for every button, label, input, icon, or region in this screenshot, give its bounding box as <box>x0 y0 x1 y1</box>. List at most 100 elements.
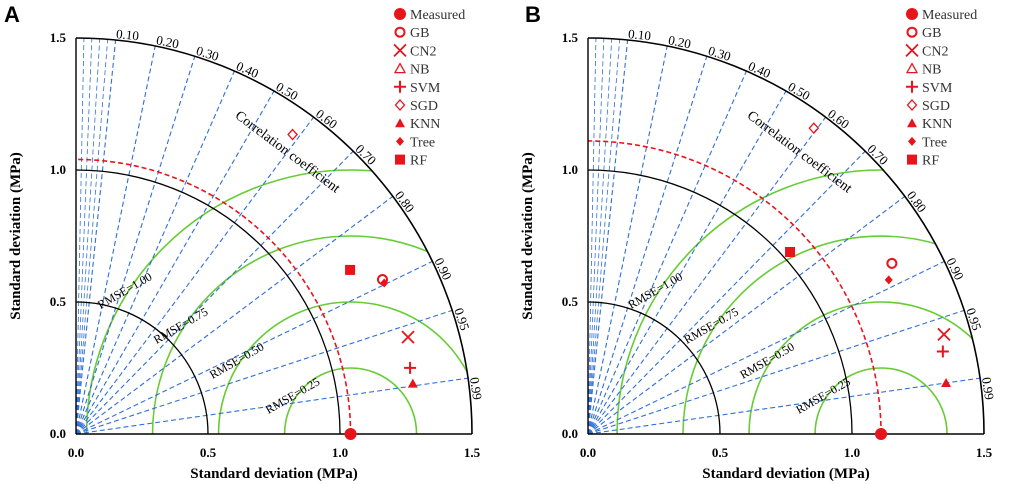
legend-label-gb: GB <box>922 26 941 41</box>
correlation-tick-label: 0.10 <box>116 26 140 43</box>
legend-label-measured: Measured <box>410 8 465 23</box>
x-tick-label: 0.5 <box>200 445 217 460</box>
model-points <box>287 128 418 440</box>
correlation-tick-label: 0.60 <box>313 106 340 132</box>
legend-marker-sgd <box>906 99 918 111</box>
rmse-arc-3 <box>151 235 472 434</box>
correlation-tick-label: 0.50 <box>274 79 301 103</box>
correlation-ray <box>75 70 235 435</box>
legend-marker-svm <box>394 80 406 93</box>
point-tree <box>884 275 893 285</box>
y-tick-label: 0.0 <box>50 426 66 441</box>
correlation-ray <box>75 45 156 435</box>
rmse-label: RMSE=0.50 <box>207 339 266 381</box>
legend-label-cn2: CN2 <box>410 44 436 59</box>
panel-label-a: A <box>4 2 20 27</box>
y-tick-label: 0.5 <box>562 294 579 309</box>
correlation-tick-label: 0.99 <box>467 376 485 401</box>
rmse-label: RMSE=1.00 <box>625 269 684 311</box>
point-svm <box>404 361 417 374</box>
reference-std-arc <box>75 158 352 435</box>
rmse-arc-1 <box>283 367 418 434</box>
legend-label-tree: Tree <box>922 135 947 150</box>
legend-label-rf: RF <box>922 154 939 169</box>
correlation-tick-label: 0.95 <box>451 306 472 332</box>
legend-marker-knn <box>907 118 917 128</box>
correlation-tick-label: 0.20 <box>667 32 692 51</box>
legend-marker-gb <box>394 26 406 38</box>
correlation-tick-label: 0.99 <box>979 376 997 401</box>
correlation-tick-label: 0.80 <box>392 188 418 215</box>
correlation-ray <box>587 150 866 435</box>
correlation-tick-label: 0.60 <box>825 106 852 132</box>
x-tick-label: 1.5 <box>976 445 993 460</box>
legend-marker-cn2 <box>905 43 919 58</box>
correlation-ray <box>75 90 275 435</box>
correlation-tick-label: 0.95 <box>963 306 984 332</box>
correlation-ray <box>587 309 965 435</box>
legend-marker-measured <box>906 8 918 20</box>
x-tick-label: 1.5 <box>464 445 481 460</box>
correlation-ray <box>587 70 747 435</box>
reference-std-arc <box>587 140 882 435</box>
legend-label-sgd: SGD <box>410 99 438 114</box>
y-tick-label: 1.5 <box>50 30 67 45</box>
std-arc-0-5 <box>75 301 209 435</box>
y-tick-label: 0.5 <box>50 294 67 309</box>
legend-marker-knn <box>395 118 405 128</box>
rmse-arc-4 <box>85 169 472 434</box>
correlation-ray <box>587 377 981 435</box>
correlation-ray-minor <box>587 38 605 435</box>
correlation-ray <box>75 260 433 435</box>
legend-marker-rf <box>395 154 405 165</box>
correlation-ray <box>75 39 117 435</box>
point-rf <box>785 247 796 258</box>
correlation-ray <box>75 195 394 435</box>
rmse-arc-1 <box>814 367 948 434</box>
legend: Measured GB CN2 NB SVM SGD KNN Tree RF <box>393 8 465 169</box>
correlation-ray <box>75 56 196 435</box>
correlation-ray-minor <box>75 39 109 435</box>
point-cn2 <box>937 327 951 342</box>
correlation-tick-label: 0.70 <box>865 141 892 168</box>
taylor-diagram-a: 0.00.0 0.5 0.5 1.0 1.0 1.5 1.5 Standard deviati… <box>8 8 485 482</box>
rmse-arcs <box>616 169 984 434</box>
rmse-arc-2 <box>748 301 984 434</box>
correlation-ray <box>75 377 469 435</box>
rmse-label: RMSE=1.00 <box>95 269 154 311</box>
rmse-label: RMSE=0.25 <box>263 374 322 416</box>
x-tick-label: 1.0 <box>332 445 348 460</box>
correlation-ray-minor <box>587 38 613 435</box>
correlation-tick-label: 0.10 <box>628 26 652 43</box>
taylor-diagram-b: 0.00.0 0.5 0.5 1.0 1.0 1.5 1.5 Standard deviati… <box>520 8 997 482</box>
correlation-ray <box>75 309 453 435</box>
point-measured <box>875 428 888 440</box>
rmse-label: RMSE=0.25 <box>793 374 852 416</box>
rmse-arc-3 <box>682 235 984 434</box>
y-tick-label: 0.0 <box>562 426 578 441</box>
y-tick-label: 1.5 <box>562 30 579 45</box>
legend-marker-sgd <box>394 99 406 111</box>
point-knn <box>941 377 952 387</box>
point-knn <box>407 378 418 388</box>
correlation-ray-minor <box>75 38 85 435</box>
correlation-rays <box>75 38 469 435</box>
point-rf <box>345 264 356 275</box>
legend-label-knn: KNN <box>922 117 952 132</box>
legend-marker-rf <box>907 154 917 165</box>
legend-label-cn2: CN2 <box>922 44 948 59</box>
legend-marker-tree <box>908 136 916 146</box>
point-cn2 <box>401 330 415 344</box>
std-arc-1 <box>587 169 853 435</box>
x-tick-label: 0.5 <box>712 445 729 460</box>
x-axis-title: Standard deviation (MPa) <box>190 466 358 482</box>
point-svm <box>936 345 949 358</box>
legend-label-svm: SVM <box>922 81 953 96</box>
x-tick-label: 1.0 <box>844 445 860 460</box>
std-arc-1-5 <box>75 37 473 435</box>
legend-marker-nb <box>905 62 919 74</box>
legend-label-knn: KNN <box>410 117 440 132</box>
correlation-ray-minor <box>587 38 597 435</box>
legend-label-tree: Tree <box>410 135 435 150</box>
